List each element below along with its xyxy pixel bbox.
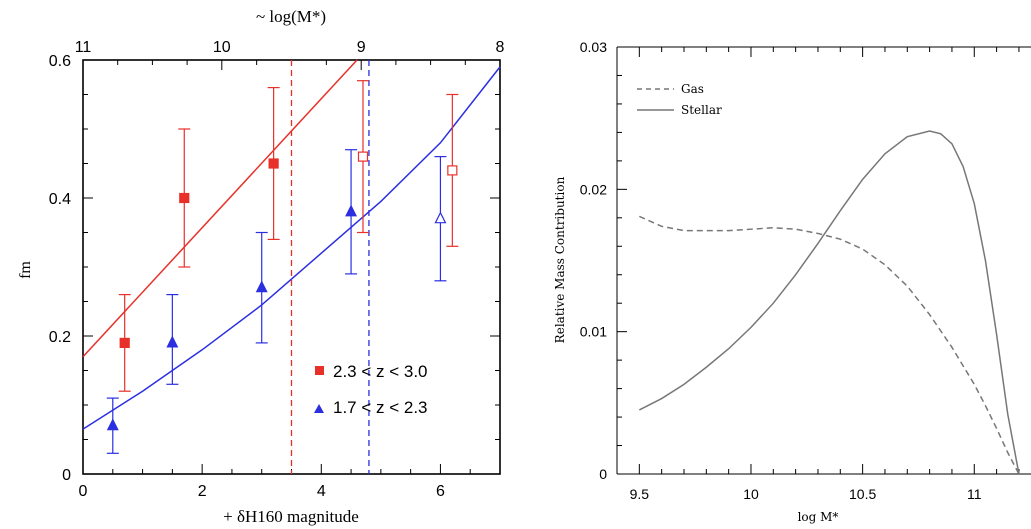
legend-label-blue: 1.7 < z < 2.3 bbox=[333, 398, 428, 417]
data-point-square bbox=[179, 192, 190, 204]
x-tick-label: 6 bbox=[436, 483, 445, 500]
y-tick-label: 0.4 bbox=[49, 191, 71, 208]
data-point-square bbox=[119, 337, 130, 348]
data-point-triangle bbox=[106, 418, 119, 431]
left-top-axis-label: ~ log(M*) bbox=[256, 7, 326, 26]
left-x-axis-label: + δH160 magnitude bbox=[223, 507, 359, 526]
y-tick-label: 0 bbox=[599, 466, 607, 482]
blue-fit-curve bbox=[82, 66, 501, 430]
top-tick-label: 10 bbox=[213, 39, 231, 56]
right-chart: 9.5 10 10.5 11 0 0.01 0.02 0.03 log M* Relative… bbox=[553, 39, 1031, 524]
right-axis-ticks: 9.5 10 10.5 11 0 0.01 0.02 0.03 bbox=[580, 39, 1020, 502]
left-y-axis-label: fm bbox=[17, 261, 34, 279]
y-tick-label: 0.01 bbox=[580, 324, 607, 340]
y-tick-label: 0.2 bbox=[49, 329, 71, 346]
top-tick-label: 8 bbox=[496, 39, 505, 56]
right-x-axis-label: log M* bbox=[798, 510, 839, 524]
legend-marker-red-square bbox=[315, 366, 324, 375]
stellar-line bbox=[638, 130, 1020, 475]
x-tick-label: 10 bbox=[743, 486, 759, 502]
y-tick-label: 0.03 bbox=[580, 39, 607, 55]
legend-stellar-label: Stellar bbox=[681, 103, 722, 117]
legend-marker-blue-triangle bbox=[314, 404, 324, 413]
data-point-triangle bbox=[255, 280, 268, 293]
y-tick-label: 0.6 bbox=[49, 53, 71, 70]
left-data-points bbox=[106, 80, 459, 454]
left-chart: 0 2 4 6 0 0.2 0.4 0.611 10 9 8 ~ log(M*) + δH160 m… bbox=[17, 7, 505, 526]
x-tick-label: 0 bbox=[79, 483, 88, 500]
gas-line bbox=[639, 215, 1020, 475]
x-tick-label: 2 bbox=[198, 483, 207, 500]
x-tick-label: 11 bbox=[967, 486, 982, 502]
data-point-triangle bbox=[434, 211, 447, 224]
data-point-square bbox=[268, 158, 279, 169]
legend-label-red: 2.3 < z < 3.0 bbox=[333, 362, 428, 381]
data-point-square bbox=[447, 165, 458, 176]
legend-gas-label: Gas bbox=[681, 82, 704, 96]
x-tick-label: 4 bbox=[317, 483, 326, 500]
red-fit-line bbox=[82, 59, 358, 358]
left-fit-lines bbox=[82, 59, 501, 430]
right-legend: Gas Stellar bbox=[637, 82, 722, 117]
left-legend: 2.3 < z < 3.0 1.7 < z < 2.3 bbox=[314, 362, 428, 417]
data-point-triangle bbox=[345, 204, 358, 217]
y-tick-label: 0 bbox=[62, 467, 71, 484]
x-tick-label: 10.5 bbox=[849, 486, 876, 502]
left-threshold-lines bbox=[290, 60, 370, 474]
left-axis-ticks: 0 2 4 6 0 0.2 0.4 0.611 10 9 8 bbox=[49, 39, 505, 500]
data-point-triangle bbox=[166, 335, 179, 348]
data-point-square bbox=[357, 151, 369, 162]
x-tick-label: 9.5 bbox=[630, 486, 650, 502]
right-series-lines bbox=[638, 130, 1020, 475]
top-tick-label: 9 bbox=[357, 39, 366, 56]
top-tick-label: 11 bbox=[75, 39, 92, 56]
right-y-axis-label: Relative Mass Contribution bbox=[553, 176, 567, 343]
y-tick-label: 0.02 bbox=[580, 181, 607, 197]
